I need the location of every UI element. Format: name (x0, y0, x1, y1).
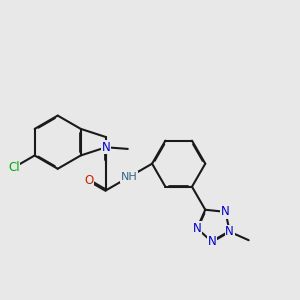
Text: N: N (221, 206, 230, 218)
Text: N: N (208, 236, 217, 248)
Text: NH: NH (121, 172, 137, 182)
Text: O: O (84, 174, 93, 187)
Text: Cl: Cl (8, 161, 20, 174)
Text: N: N (102, 141, 110, 154)
Text: N: N (193, 222, 201, 235)
Text: N: N (225, 225, 234, 238)
